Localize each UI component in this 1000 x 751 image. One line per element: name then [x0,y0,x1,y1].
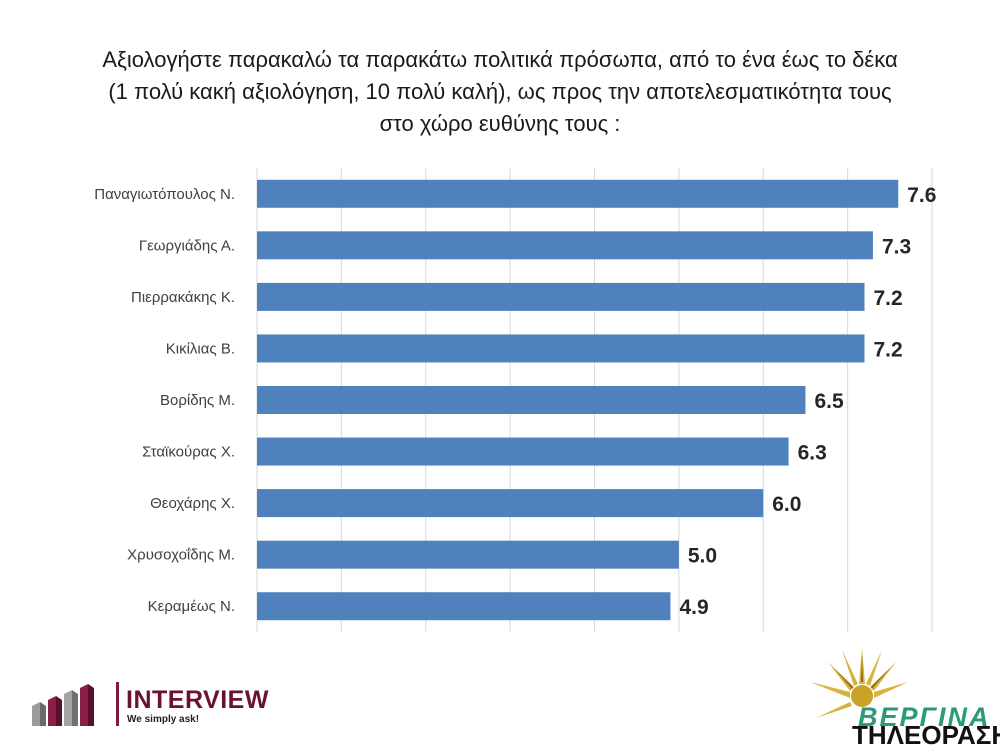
vergina-logo: ΒΕΡΓΙΝΑ ΤΗΛΕΟΡΑΣΗ [800,640,1000,750]
category-label: Κεραμέως Ν. [148,598,235,615]
bar [257,489,764,518]
bar [257,179,899,208]
interview-brand-name: INTERVIEW [126,686,269,714]
interview-bars-icon [32,684,94,726]
chart-title-line-3: στο χώρο ευθύνης τους : [379,111,621,136]
data-label: 6.3 [798,442,827,465]
interview-logo: INTERVIEW We simply ask! [30,680,270,730]
chart-title-line-1: Αξιολογήστε παρακαλώ τα παρακάτω πολιτικ… [102,47,898,72]
data-label: 7.2 [874,338,903,361]
bar [257,386,806,414]
vergina-brand-name: ΒΕΡΓΙΝΑ [858,702,991,732]
data-label: 4.9 [679,596,708,619]
chart-title-line-2: (1 πολύ κακή αξιολόγηση, 10 πολύ καλή), … [108,79,892,104]
data-label: 6.5 [814,390,844,413]
data-label: 7.6 [907,184,936,207]
vergina-sun-icon [810,648,908,718]
category-label: Θεοχάρης Χ. [150,495,235,512]
data-label: 6.0 [772,493,801,516]
category-label: Χρυσοχοΐδης Μ. [127,547,235,564]
category-label: Γεωργιάδης Α. [139,237,235,254]
bar [257,282,865,311]
interview-divider [116,682,119,726]
category-label: Βορίδης Μ. [160,392,235,409]
bar [257,231,873,260]
data-label: 7.2 [874,287,903,310]
interview-tagline: We simply ask! [127,714,200,725]
vergina-subtitle: ΤΗΛΕΟΡΑΣΗ [852,720,1000,750]
bar [257,334,865,363]
bar [257,592,671,621]
data-label: 7.3 [882,235,911,258]
category-label: Σταϊκούρας Χ. [142,444,235,461]
category-label: Παναγιωτόπουλος Ν. [94,186,235,203]
category-label: Κικίλιας Β. [166,340,235,357]
chart-title: Αξιολογήστε παρακαλώ τα παρακάτω πολιτικ… [20,44,980,140]
category-label: Πιερρακάκης Κ. [131,289,235,306]
bar-chart: Παναγιωτόπουλος Ν. 7.6 Γεωργιάδης Α. 7.3 Πιε… [94,168,936,632]
data-label: 5.0 [688,545,717,568]
bar [257,540,679,569]
bar [257,437,789,466]
